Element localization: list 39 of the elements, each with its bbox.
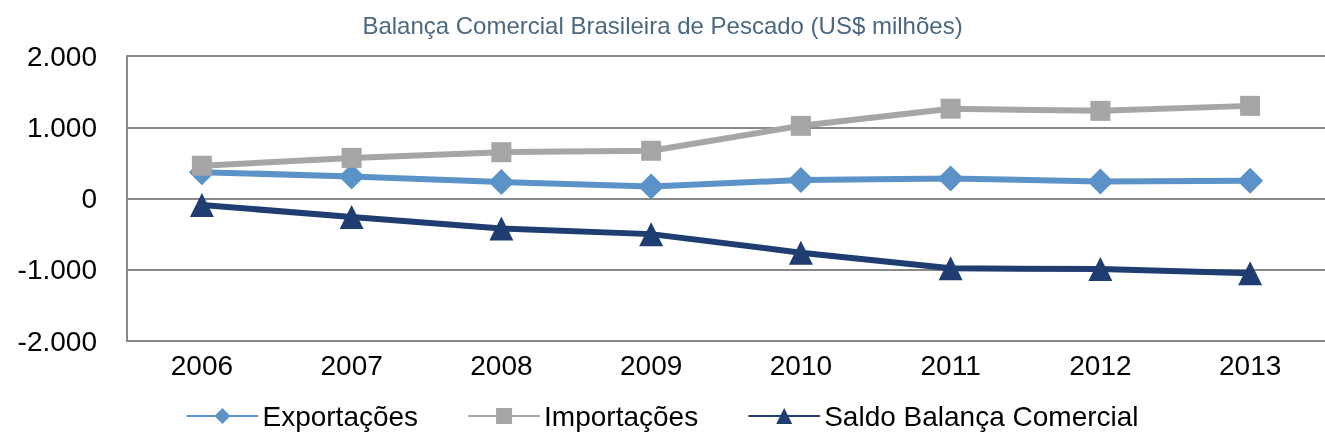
x-tick-label: 2011 [920,349,981,381]
y-tick-label: 2.000 [26,40,97,72]
point [787,166,814,193]
x-tick-label: 2012 [1069,349,1132,381]
legend-label: Saldo Balança Comercial [824,400,1139,432]
point [189,192,214,217]
point [1238,261,1263,286]
point [940,98,961,119]
point [937,165,964,192]
y-tick-label: 0 [81,183,97,214]
legend-label: Importações [544,400,699,432]
chart-title: Balança Comercial Brasileira de Pescado (US$ milhões) [362,11,963,39]
point [1237,167,1264,194]
legend-label: Exportações [262,400,419,432]
x-tick-label: 2010 [769,349,833,381]
y-tick-label: -2.000 [17,325,97,357]
point [341,147,362,168]
point [489,216,514,241]
point [641,140,662,161]
point [938,256,963,281]
point [488,169,515,196]
point [788,240,813,265]
x-tick-label: 2013 [1218,349,1282,381]
point [1090,100,1111,121]
x-tick-label: 2008 [470,349,533,381]
y-tick-label: -1.000 [17,254,97,286]
point [339,205,364,230]
point [638,173,665,200]
x-tick-label: 2006 [170,349,234,381]
x-tick-label: 2009 [619,349,683,381]
point [1240,95,1261,116]
point [790,115,811,136]
point [491,142,512,163]
y-tick-label: 1.000 [26,111,97,143]
point [1087,168,1114,195]
point [1088,257,1113,282]
x-tick-label: 2007 [320,349,383,381]
point [191,155,212,176]
point [639,222,664,247]
